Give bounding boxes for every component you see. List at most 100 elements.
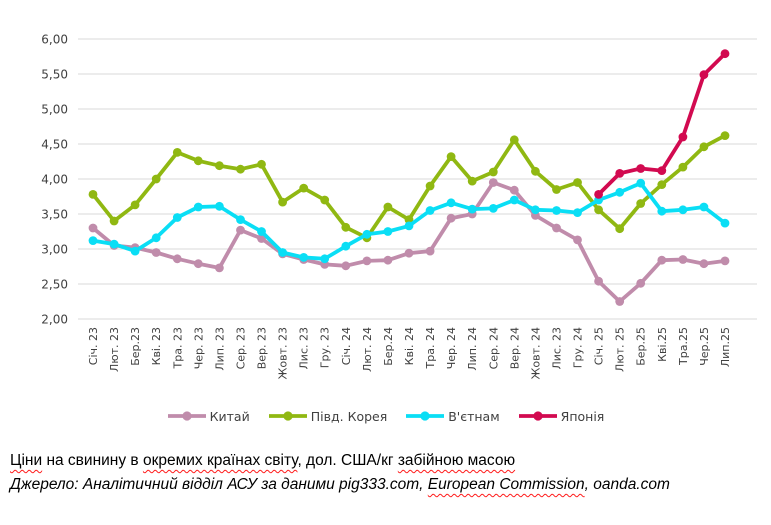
caption-block: Ціни на свинину в окремих країнах світу,… [10, 449, 765, 497]
data-point-vietnam [341, 241, 351, 251]
data-point-vietnam [88, 236, 98, 246]
x-tick-label: Січ. 23 [87, 327, 100, 365]
data-point-vietnam [404, 221, 414, 231]
data-point-vietnam [109, 239, 119, 249]
y-tick-label: 4,50 [41, 138, 68, 152]
data-point-vietnam [172, 213, 182, 222]
x-tick-label: Бер.23 [129, 327, 142, 366]
data-point-vietnam [193, 202, 203, 212]
x-tick-label: Чер.25 [698, 327, 711, 366]
legend-marker-south-korea [268, 411, 307, 421]
data-point-japan [657, 166, 667, 176]
legend-item-vietnam: В'єтнам [405, 409, 500, 424]
data-point-china [615, 297, 625, 306]
legend-label-china: Китай [209, 408, 250, 424]
x-tick-label: Тра.25 [677, 327, 690, 366]
y-tick-label: 3,50 [41, 208, 68, 222]
x-tick-label: Тра. 24 [424, 327, 437, 369]
data-point-china [657, 255, 667, 265]
caption-source-segment-misspelled: European Commission [427, 476, 585, 493]
x-tick-label: Сер. 24 [487, 327, 500, 369]
data-point-vietnam [615, 187, 625, 197]
series-japan [594, 49, 730, 199]
data-point-south-korea [573, 178, 582, 187]
data-point-china [509, 185, 519, 195]
legend-label-south-korea: Півд. Корея [310, 408, 388, 424]
x-tick-label: Лис. 23 [550, 327, 563, 369]
data-point-vietnam [720, 218, 730, 228]
y-tick-label: 3,00 [41, 243, 68, 257]
series-vietnam [88, 178, 730, 264]
data-point-south-korea [193, 156, 203, 166]
data-point-south-korea [383, 202, 393, 212]
data-point-south-korea [130, 200, 140, 210]
data-point-south-korea [151, 174, 161, 184]
x-tick-label: Кві.25 [656, 327, 669, 362]
caption-title-segment: на свинину в [42, 452, 143, 469]
data-point-vietnam [425, 206, 435, 215]
x-tick-label: Вер. 23 [256, 327, 269, 369]
legend-item-japan: Японія [518, 409, 604, 424]
data-point-china [404, 248, 414, 258]
x-tick-label: Жовт. 23 [277, 327, 290, 379]
data-point-vietnam [488, 204, 498, 213]
legend-marker-japan [518, 411, 557, 421]
data-point-japan [636, 164, 646, 173]
data-point-vietnam [236, 215, 245, 225]
data-point-vietnam [531, 205, 540, 215]
x-tick-label: Лют. 24 [361, 327, 374, 372]
data-point-japan [699, 70, 709, 80]
data-point-south-korea [320, 195, 330, 205]
y-tick-label: 6,00 [41, 33, 68, 47]
data-point-south-korea [404, 215, 414, 225]
data-point-china [446, 213, 456, 223]
series-china [88, 178, 730, 306]
y-tick-label: 4,00 [41, 173, 68, 187]
legend-item-china: Китай [167, 409, 250, 424]
x-axis-labels: Січ. 23 Лют. 23 Бер.23 Кві. 23 Тра. 23 Чер. 2… [87, 327, 732, 379]
data-point-south-korea [215, 161, 224, 171]
x-tick-label: Гру. 23 [319, 327, 332, 368]
data-point-vietnam [151, 233, 161, 243]
data-point-china [678, 255, 688, 264]
data-point-vietnam [657, 206, 667, 216]
data-point-vietnam [299, 253, 309, 262]
data-point-south-korea [509, 135, 519, 145]
x-tick-label: Бер.24 [382, 327, 395, 366]
x-tick-label: Чер. 23 [192, 327, 205, 369]
data-point-vietnam [446, 198, 456, 208]
pork-price-line-chart: 6,00 5,50 5,00 4,50 4,00 3,50 3,00 2,50 2,00 Січ.… [41, 33, 757, 379]
data-point-china [425, 246, 435, 256]
data-point-china [636, 278, 646, 288]
data-point-south-korea [657, 180, 667, 190]
x-tick-label: Сер. 23 [234, 327, 247, 369]
data-point-south-korea [678, 162, 688, 172]
data-point-vietnam [636, 178, 646, 188]
data-point-china [699, 259, 709, 269]
data-point-south-korea [488, 167, 498, 177]
data-point-south-korea [172, 148, 182, 157]
legend-marker-vietnam [406, 411, 445, 421]
y-tick-label: 2,50 [41, 278, 68, 292]
chart-legend: Китай Півд. Корея В'єтнам Японія [0, 405, 771, 427]
data-point-vietnam [699, 202, 709, 212]
data-point-china [88, 223, 98, 233]
data-point-china [193, 259, 203, 269]
x-tick-label: Чер. 24 [445, 327, 458, 369]
data-point-vietnam [552, 206, 561, 215]
chart-caption-source: Джерело: Аналітичний відділ АСУ за даним… [10, 473, 765, 497]
data-point-south-korea [109, 216, 119, 226]
caption-title-segment-misspelled: забійною масою [397, 452, 516, 469]
data-point-china [341, 261, 351, 271]
x-tick-label: Гру. 24 [572, 327, 585, 368]
data-point-vietnam [215, 201, 224, 211]
x-tick-label: Тра. 23 [171, 327, 184, 369]
data-point-vietnam [278, 248, 287, 257]
caption-title-segment-misspelled: Ціни [10, 452, 43, 469]
x-tick-label: Бер.25 [635, 327, 648, 366]
data-point-south-korea [699, 142, 709, 152]
x-tick-label: Лют. 25 [614, 327, 627, 372]
gridlines [78, 38, 757, 320]
data-point-china [362, 256, 372, 266]
